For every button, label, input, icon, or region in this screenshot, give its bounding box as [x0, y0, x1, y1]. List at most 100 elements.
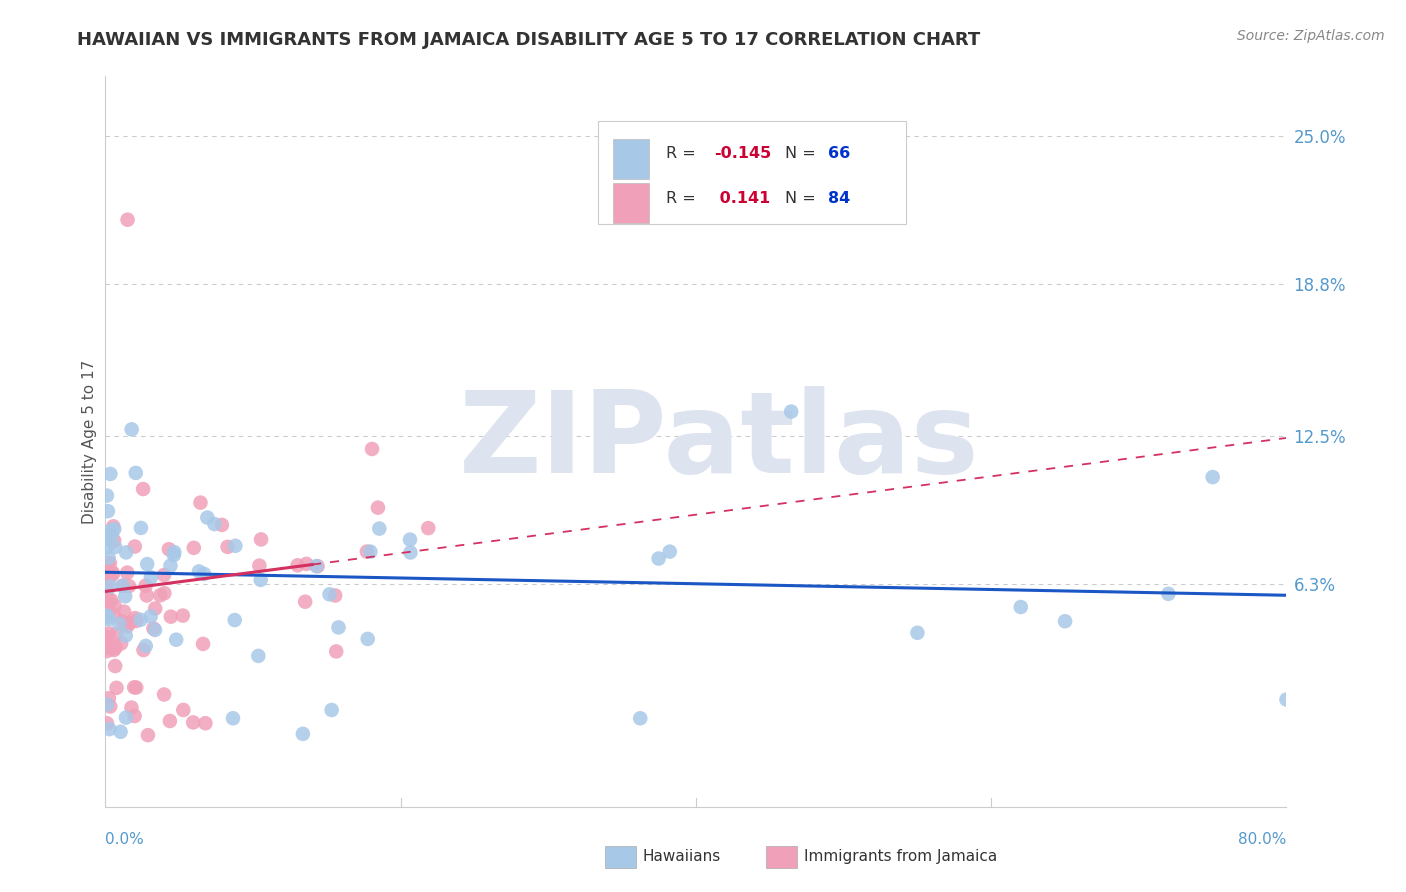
Point: [1275, 692, 1298, 706]
Point: [359, 544, 381, 558]
Point: [96, 631, 118, 645]
Point: [190, 495, 212, 509]
Text: R =: R =: [666, 191, 702, 205]
Point: [194, 716, 217, 731]
Point: [100, 524, 122, 538]
Point: [153, 688, 176, 702]
Point: [287, 558, 309, 573]
Text: -0.145: -0.145: [714, 146, 770, 161]
Point: [159, 714, 181, 728]
Point: [96, 698, 118, 712]
Point: [368, 522, 391, 536]
Point: [125, 614, 148, 628]
Point: [97, 550, 120, 565]
Point: [122, 681, 145, 695]
Point: [135, 579, 157, 593]
Point: [104, 659, 127, 673]
Point: [124, 709, 146, 723]
Point: [115, 711, 138, 725]
Point: [103, 519, 125, 533]
Point: [96, 576, 118, 591]
Point: [217, 540, 239, 554]
Point: [103, 607, 125, 622]
Point: [356, 544, 378, 558]
Point: [96, 716, 118, 731]
Point: [96, 644, 118, 658]
Point: [247, 558, 270, 573]
Point: [98, 722, 121, 736]
Point: [104, 640, 127, 655]
Point: [114, 589, 136, 603]
Point: [172, 703, 194, 717]
Point: [1201, 470, 1223, 484]
Point: [97, 504, 120, 518]
Point: [307, 559, 329, 574]
Point: [103, 643, 125, 657]
Point: [110, 636, 132, 650]
Point: [97, 591, 120, 606]
Point: [96, 541, 118, 555]
Point: [305, 559, 328, 574]
Point: [103, 522, 125, 536]
Point: [160, 609, 183, 624]
Point: [295, 557, 318, 571]
Point: [658, 544, 681, 558]
Point: [135, 639, 157, 653]
Text: 0.0%: 0.0%: [105, 832, 145, 847]
Point: [323, 589, 346, 603]
Point: [103, 533, 125, 548]
Point: [96, 640, 118, 654]
Text: 0.141: 0.141: [714, 191, 770, 205]
Point: [120, 700, 142, 714]
Point: [291, 727, 314, 741]
Point: [104, 540, 127, 554]
Point: [367, 500, 389, 515]
Point: [115, 545, 138, 559]
Point: [96, 562, 118, 576]
Point: [399, 533, 422, 547]
Point: [780, 404, 803, 418]
Point: [97, 533, 120, 547]
Point: [98, 604, 121, 618]
Text: ZIPatlas: ZIPatlas: [460, 386, 980, 497]
FancyBboxPatch shape: [613, 183, 648, 223]
Point: [110, 724, 132, 739]
Point: [129, 613, 152, 627]
Point: [114, 629, 136, 643]
Point: [98, 467, 121, 481]
Point: [96, 582, 118, 597]
Point: [118, 616, 141, 631]
Point: [399, 545, 422, 559]
Point: [132, 643, 155, 657]
Point: [111, 579, 134, 593]
Point: [139, 570, 162, 584]
Point: [628, 711, 651, 725]
Point: [172, 608, 194, 623]
Point: [907, 625, 929, 640]
Text: Hawaiians: Hawaiians: [643, 849, 721, 863]
Point: [249, 573, 271, 587]
Point: [98, 626, 121, 640]
Point: [100, 579, 122, 593]
Point: [159, 558, 181, 573]
Point: [418, 521, 440, 535]
Point: [98, 699, 121, 714]
Point: [96, 636, 118, 650]
Point: [139, 609, 162, 624]
Point: [112, 605, 135, 619]
Point: [129, 521, 152, 535]
Point: [163, 545, 186, 559]
Point: [97, 612, 120, 626]
Point: [108, 617, 131, 632]
Point: [321, 703, 343, 717]
Point: [132, 482, 155, 496]
Point: [101, 566, 124, 581]
Point: [96, 489, 118, 503]
Point: [111, 579, 134, 593]
Point: [96, 608, 118, 623]
Text: 80.0%: 80.0%: [1239, 832, 1286, 847]
Point: [181, 715, 204, 730]
Point: [105, 627, 128, 641]
Point: [1157, 587, 1180, 601]
Point: [1010, 600, 1032, 615]
